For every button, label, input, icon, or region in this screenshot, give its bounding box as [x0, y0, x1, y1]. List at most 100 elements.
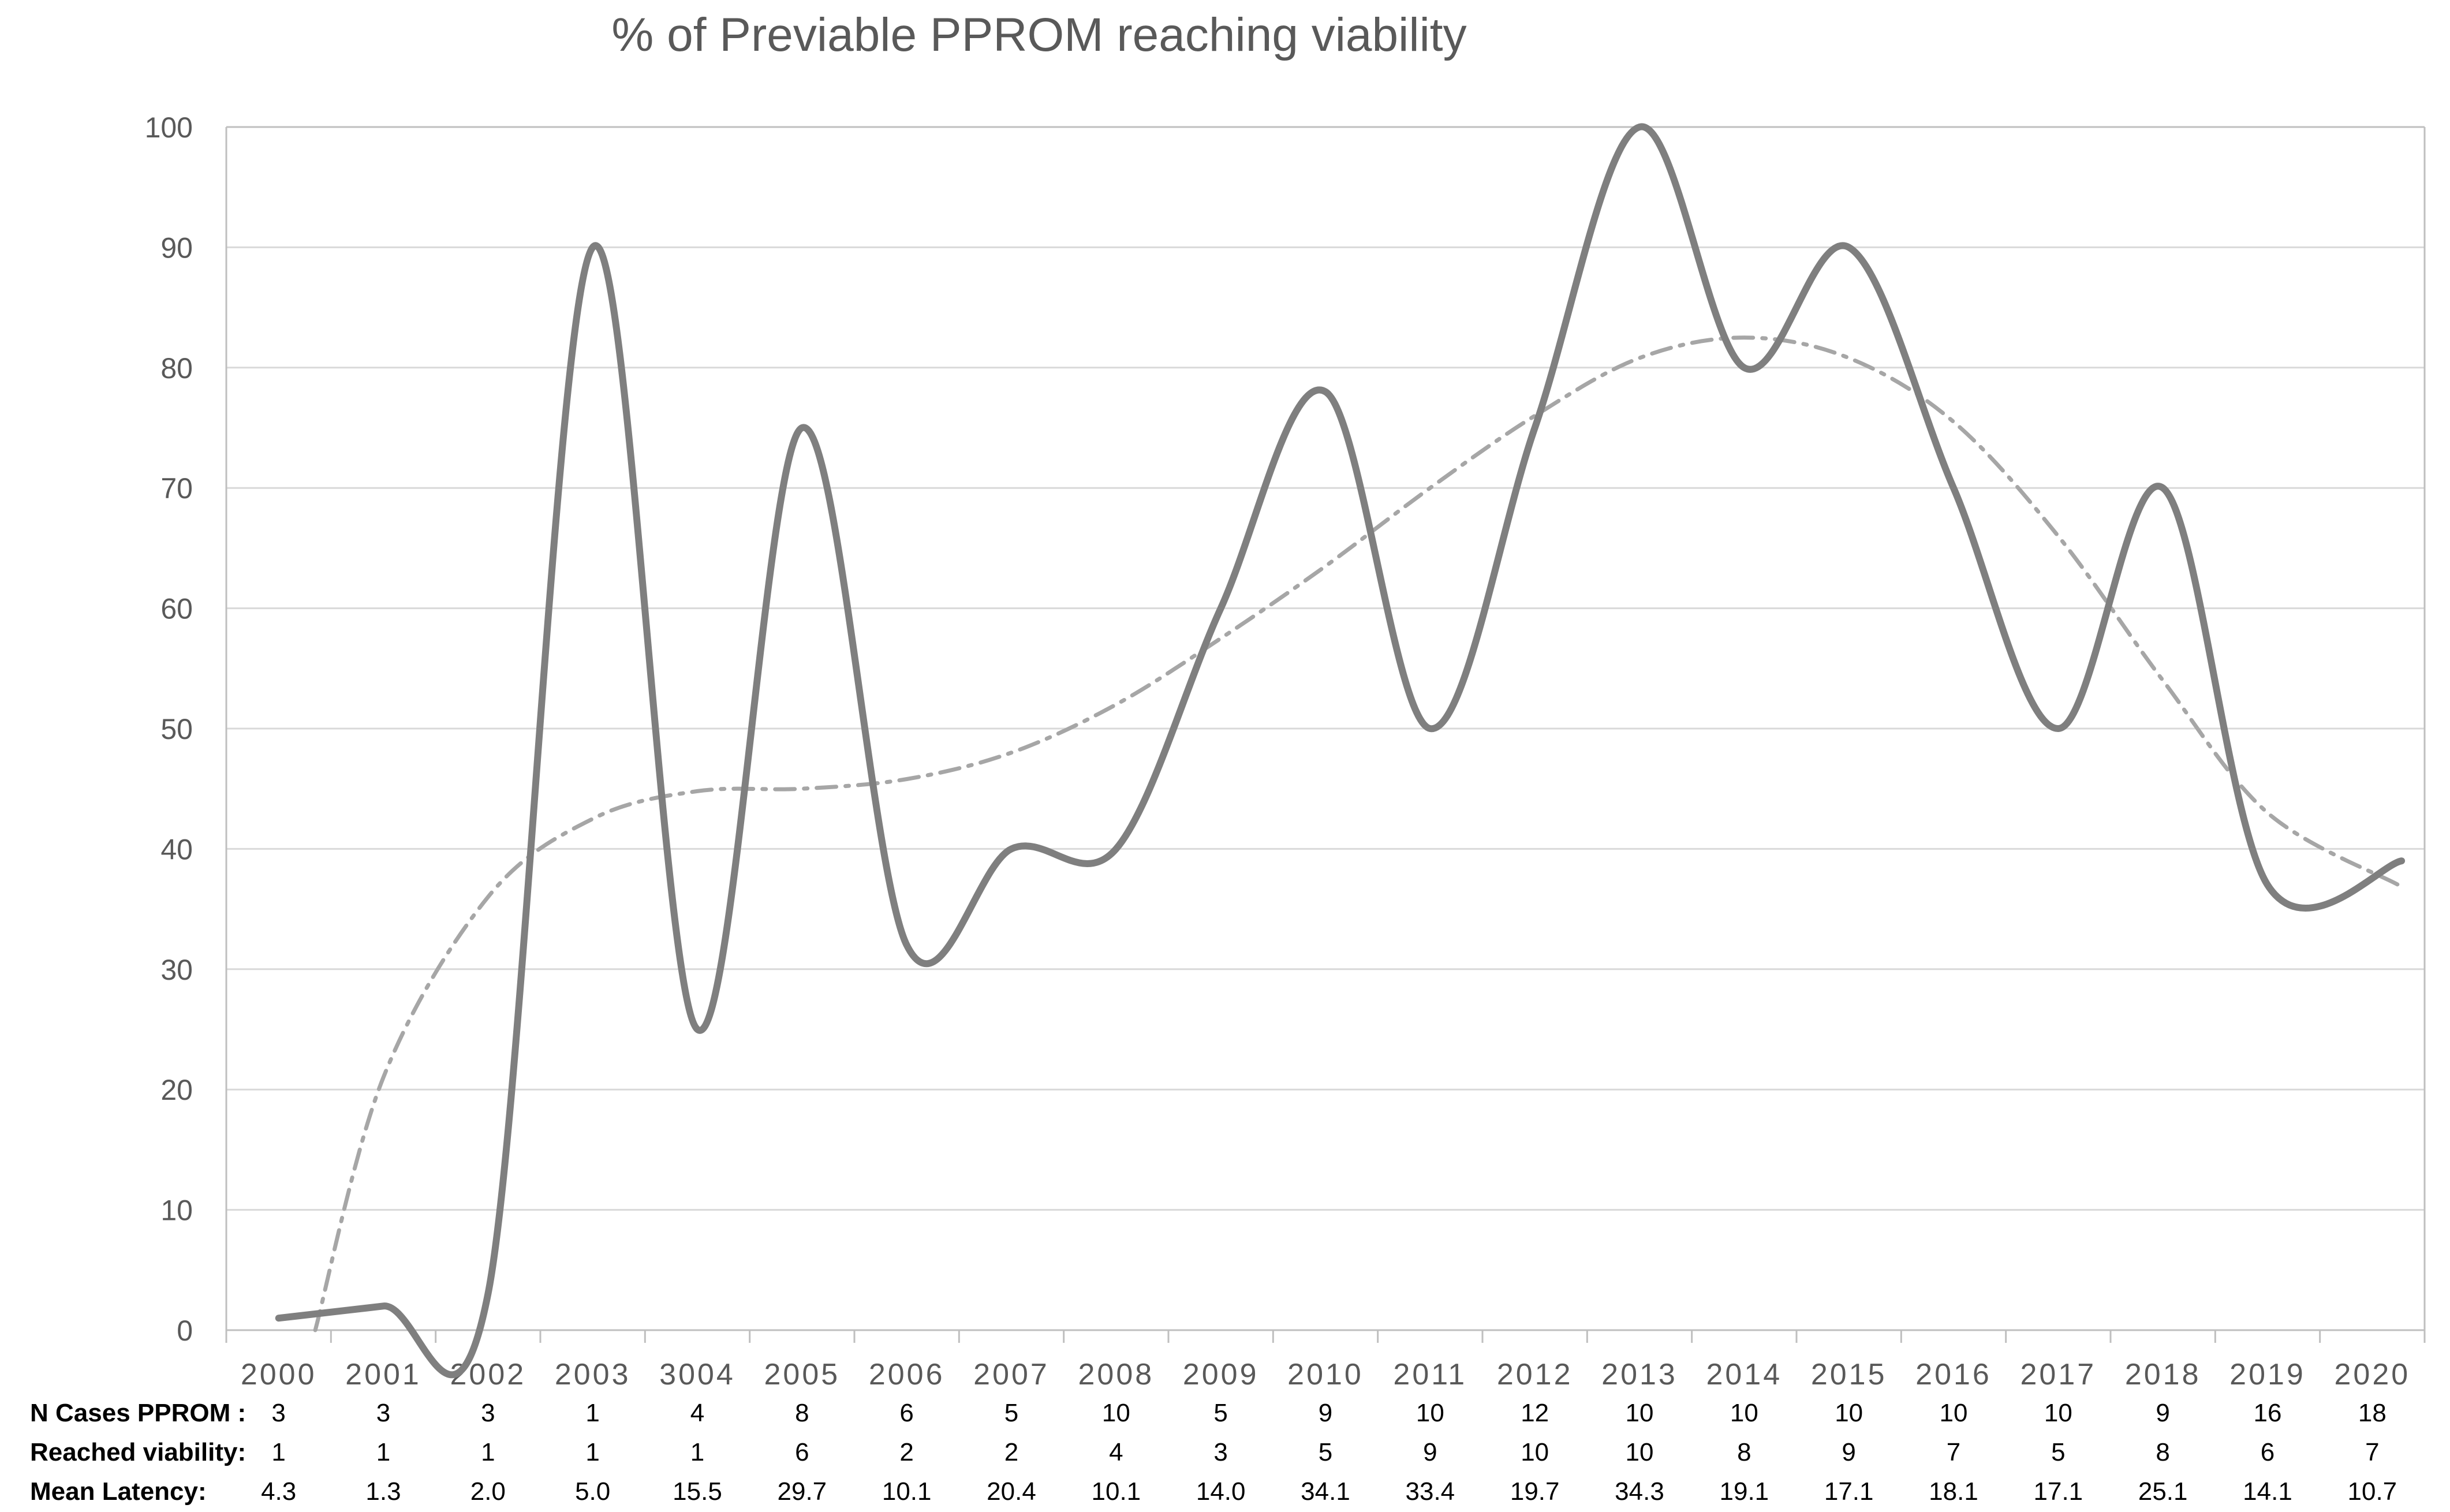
table-cell: 9: [1423, 1438, 1437, 1466]
table-cell: 7: [1947, 1438, 1960, 1466]
y-tick-label: 40: [160, 833, 193, 865]
table-cell: 3: [481, 1399, 495, 1427]
x-tick-label: 2010: [1287, 1358, 1364, 1391]
table-cell: 4.3: [261, 1477, 296, 1506]
table-cell: 2.0: [470, 1477, 506, 1506]
table-cell: 10: [1940, 1399, 1968, 1427]
x-tick-label: 2005: [764, 1358, 840, 1391]
y-tick-label: 30: [160, 954, 193, 986]
y-tick-label: 0: [177, 1315, 193, 1347]
table-cell: 14.0: [1196, 1477, 1246, 1506]
table-cell: 14.1: [2243, 1477, 2292, 1506]
table-cell: 34.1: [1301, 1477, 1350, 1506]
table-cell: 6: [899, 1399, 913, 1427]
y-tick-label: 70: [160, 472, 193, 505]
table-cell: 19.1: [1720, 1477, 1769, 1506]
y-tick-label: 50: [160, 713, 193, 745]
x-tick-label: 2008: [1078, 1358, 1154, 1391]
chart-title: % of Previable PPROM reaching viability: [611, 9, 1466, 61]
table-cell: 10: [1416, 1399, 1444, 1427]
table-cell: 17.1: [1824, 1477, 1874, 1506]
table-cell: 29.7: [778, 1477, 827, 1506]
table-cell: 19.7: [1510, 1477, 1560, 1506]
table-cell: 1.3: [365, 1477, 401, 1506]
x-tick-label: 2014: [1706, 1358, 1782, 1391]
table-cell: 1: [585, 1399, 599, 1427]
x-tick-label: 2019: [2229, 1358, 2306, 1391]
table-cell: 12: [1521, 1399, 1549, 1427]
table-cell: 2: [1004, 1438, 1018, 1466]
series-layer: [275, 123, 2406, 1379]
table-cell: 5: [1004, 1399, 1018, 1427]
table-row-label: Mean Latency:: [30, 1477, 207, 1506]
table-cell: 10: [1521, 1438, 1549, 1466]
table-cell: 5: [2051, 1438, 2065, 1466]
table-cell: 4: [1109, 1438, 1123, 1466]
table-cell: 9: [2156, 1399, 2169, 1427]
table-cell: 8: [2156, 1438, 2169, 1466]
axes: 0 10 20 30 40 50 60 70 80 90 100 2000 2001 2002 2003 30…: [145, 111, 2426, 1391]
table-cell: 34.3: [1615, 1477, 1664, 1506]
table-cell: 1: [376, 1438, 390, 1466]
table-cell: 2: [899, 1438, 913, 1466]
table-cell: 8: [795, 1399, 809, 1427]
table-cell: 4: [690, 1399, 704, 1427]
table-cell: 10.1: [1092, 1477, 1141, 1506]
table-cell: 17.1: [2034, 1477, 2083, 1506]
table-cell: 15.5: [673, 1477, 722, 1506]
table-cell: 10: [2044, 1399, 2072, 1427]
y-tick-label: 80: [160, 352, 193, 384]
table-cell: 10: [1835, 1399, 1863, 1427]
table-cell: 5.0: [575, 1477, 610, 1506]
table-cell: 1: [271, 1438, 285, 1466]
series-line-percent: [275, 123, 2406, 1379]
x-tick-label: 2020: [2334, 1358, 2410, 1391]
table-cell: 6: [2261, 1438, 2275, 1466]
y-tick-label: 20: [160, 1074, 193, 1106]
table-cell: 18: [2358, 1399, 2386, 1427]
table-cell: 3: [271, 1399, 285, 1427]
table-cell: 9: [1319, 1399, 1332, 1427]
x-tick-label: 2000: [241, 1358, 317, 1391]
table-cell: 10: [1102, 1399, 1130, 1427]
table-cell: 20.4: [987, 1477, 1036, 1506]
table-cell: 33.4: [1406, 1477, 1455, 1506]
table-cell: 3: [1213, 1438, 1227, 1466]
table-cell: 18.1: [1929, 1477, 1978, 1506]
x-tick-label: 2013: [1601, 1358, 1678, 1391]
table-cell: 10: [1626, 1399, 1654, 1427]
x-tick-label: 2003: [555, 1358, 631, 1391]
table-cell: 8: [1737, 1438, 1751, 1466]
table-cell: 1: [690, 1438, 704, 1466]
x-tick-label: 2011: [1393, 1358, 1467, 1391]
x-tick-label: 2002: [450, 1358, 526, 1391]
table-cell: 5: [1213, 1399, 1227, 1427]
table-cell: 7: [2365, 1438, 2379, 1466]
x-tick-label: 2016: [1915, 1358, 1992, 1391]
x-tick-label: 2006: [869, 1358, 945, 1391]
x-tick-label: 2015: [1811, 1358, 1887, 1391]
y-tick-label: 10: [160, 1194, 193, 1227]
table-cell: 5: [1319, 1438, 1332, 1466]
y-tick-label: 90: [160, 232, 193, 264]
x-tick-label: 2012: [1497, 1358, 1573, 1391]
table-cell: 6: [795, 1438, 809, 1466]
table-cell: 10.7: [2348, 1477, 2397, 1506]
y-tick-label: 100: [145, 111, 193, 144]
table-cell: 9: [1842, 1438, 1855, 1466]
table-cell: 1: [481, 1438, 495, 1466]
table-row-label: Reached viability:: [30, 1438, 246, 1466]
data-table: N Cases PPROM :3 3 3 1 4 8 6 5 10 5 9 10 12 10 10 10 10 1…: [30, 1399, 2397, 1506]
table-cell: 25.1: [2138, 1477, 2188, 1506]
table-row-label: N Cases PPROM :: [30, 1399, 246, 1427]
x-tick-label: 2007: [973, 1358, 1050, 1391]
x-tick-label: 2018: [2125, 1358, 2201, 1391]
y-tick-label: 60: [160, 593, 193, 625]
x-tick-label: 2009: [1183, 1358, 1259, 1391]
table-cell: 1: [585, 1438, 599, 1466]
x-tick-label: 2017: [2020, 1358, 2096, 1391]
table-cell: 3: [376, 1399, 390, 1427]
x-tick-label: 3004: [659, 1358, 735, 1391]
